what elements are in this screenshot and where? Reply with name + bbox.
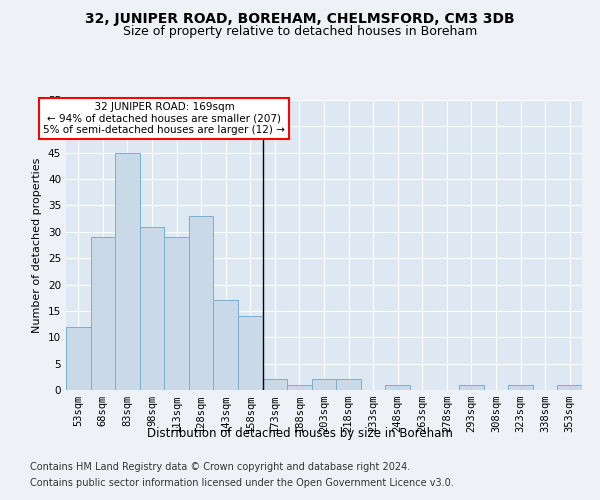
Bar bbox=[115, 152, 140, 390]
Bar bbox=[238, 316, 263, 390]
Bar bbox=[385, 384, 410, 390]
Bar bbox=[459, 384, 484, 390]
Bar bbox=[508, 384, 533, 390]
Text: 32 JUNIPER ROAD: 169sqm  
← 94% of detached houses are smaller (207)
5% of semi-: 32 JUNIPER ROAD: 169sqm ← 94% of detache… bbox=[43, 102, 285, 135]
Text: 32, JUNIPER ROAD, BOREHAM, CHELMSFORD, CM3 3DB: 32, JUNIPER ROAD, BOREHAM, CHELMSFORD, C… bbox=[85, 12, 515, 26]
Text: Contains HM Land Registry data © Crown copyright and database right 2024.: Contains HM Land Registry data © Crown c… bbox=[30, 462, 410, 472]
Bar bbox=[214, 300, 238, 390]
Bar bbox=[557, 384, 582, 390]
Bar bbox=[312, 380, 336, 390]
Text: Contains public sector information licensed under the Open Government Licence v3: Contains public sector information licen… bbox=[30, 478, 454, 488]
Bar bbox=[287, 384, 312, 390]
Text: Size of property relative to detached houses in Boreham: Size of property relative to detached ho… bbox=[123, 25, 477, 38]
Bar bbox=[91, 237, 115, 390]
Bar bbox=[164, 237, 189, 390]
Bar bbox=[140, 226, 164, 390]
Bar bbox=[66, 326, 91, 390]
Text: Distribution of detached houses by size in Boreham: Distribution of detached houses by size … bbox=[147, 428, 453, 440]
Bar bbox=[263, 380, 287, 390]
Bar bbox=[189, 216, 214, 390]
Bar bbox=[336, 380, 361, 390]
Y-axis label: Number of detached properties: Number of detached properties bbox=[32, 158, 43, 332]
